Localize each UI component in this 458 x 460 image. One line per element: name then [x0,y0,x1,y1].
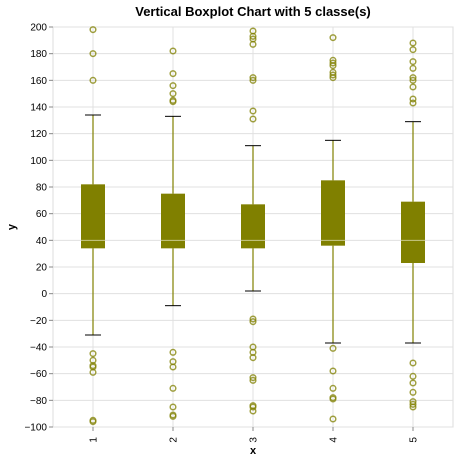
outlier-point [329,395,337,403]
outlier-point [249,407,257,415]
outlier-point [329,71,337,79]
boxplot-series [81,26,425,426]
outlier-point [249,318,257,326]
outlier-point [409,64,417,72]
y-tick-label: 160 [30,76,47,87]
outlier-point [409,74,417,82]
chart-title: Vertical Boxplot Chart with 5 classe(s) [135,4,371,19]
outlier-point [409,46,417,54]
y-tick-label: −100 [24,423,47,434]
x-tick-label: 3 [249,437,260,443]
outlier-point [409,76,417,84]
outlier-point [249,76,257,84]
outlier-point [89,350,97,358]
x-axis-title: x [250,445,257,457]
outlier-point [169,403,177,411]
iqr-box [321,180,345,246]
box-group-5 [401,39,425,411]
x-tick-label: 2 [169,437,180,443]
y-tick-label: 120 [30,129,47,140]
outlier-point [409,403,417,411]
x-tick-label: 1 [89,437,100,443]
y-tick-label: 0 [41,289,47,300]
outlier-point [409,95,417,103]
y-tick-label: −20 [30,316,47,327]
outlier-point [249,32,257,40]
iqr-box [401,201,425,263]
outlier-point [409,58,417,66]
outlier-point [169,384,177,392]
outlier-point [409,83,417,91]
outlier-point [249,403,257,411]
outlier-point [169,412,177,420]
outlier-point [409,99,417,107]
outlier-point [89,368,97,376]
outlier-point [89,418,97,426]
y-tick-label: 60 [36,209,48,220]
outlier-point [89,50,97,58]
outlier-point [409,400,417,408]
outlier-point [169,98,177,106]
box-group-3 [241,27,265,415]
outlier-point [169,47,177,55]
outlier-point [249,74,257,82]
y-tick-label: 200 [30,23,47,34]
y-tick-label: −80 [30,396,47,407]
y-tick-label: −60 [30,369,47,380]
iqr-box [161,193,185,249]
outlier-point [329,344,337,352]
outlier-point [89,76,97,84]
iqr-box [81,184,105,249]
outlier-point [249,107,257,115]
y-tick-label: −40 [30,343,47,354]
outlier-point [329,62,337,70]
iqr-box [241,204,265,249]
outlier-point [169,82,177,90]
outlier-point [409,39,417,47]
y-tick-label: 80 [36,183,48,194]
outlier-point [169,70,177,78]
x-tick-label: 4 [329,437,340,443]
outlier-point [409,388,417,396]
outlier-point [249,40,257,48]
y-tick-label: 140 [30,103,47,114]
y-tick-label: 40 [36,236,48,247]
outlier-point [329,59,337,67]
outlier-point [169,90,177,98]
y-tick-label: 100 [30,156,47,167]
outlier-point [249,315,257,323]
outlier-point [329,34,337,42]
box-group-1 [81,26,105,426]
y-tick-label: 20 [36,263,48,274]
box-group-2 [161,47,185,420]
outlier-point [329,384,337,392]
outlier-point [329,74,337,82]
y-tick-label: 180 [30,49,47,60]
outlier-point [329,415,337,423]
x-axis-ticks: 1 2 3 4 5 [89,427,420,443]
outlier-point [169,363,177,371]
box-group-4 [321,34,345,423]
outlier-point [409,379,417,387]
outlier-point [249,354,257,362]
outlier-point [249,376,257,384]
outlier-point [409,359,417,367]
outlier-point [249,374,257,382]
x-tick-label: 5 [409,437,420,443]
y-axis-title: y [6,223,18,230]
outlier-point [409,372,417,380]
outlier-point [329,367,337,375]
outlier-point [249,115,257,123]
outlier-point [169,348,177,356]
y-axis-ticks: −100 −80 −60 −40 −20 0 20 40 60 80 100 120 140 160 180… [24,23,53,434]
outlier-point [89,26,97,34]
